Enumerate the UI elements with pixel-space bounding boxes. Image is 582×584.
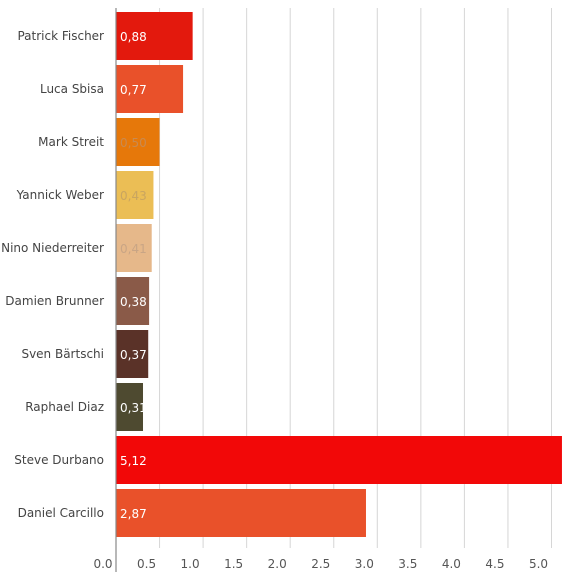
category-label: Daniel Carcillo (18, 506, 104, 520)
bar (116, 65, 184, 113)
x-tick-label: 5.0 (529, 557, 548, 571)
bar (116, 224, 152, 272)
bar (116, 118, 160, 166)
bar (116, 277, 150, 325)
data-label: 0,41 (120, 242, 147, 256)
bar (116, 12, 193, 60)
axes: 0.0 0.5 1.0 1.5 2.0 2.5 3.0 3.5 4.0 4.5 5.0 Patrick… (1, 8, 548, 572)
x-tick-label: 4.0 (442, 557, 461, 571)
x-tick-label: 0.0 (93, 557, 112, 571)
x-tick-label: 1.0 (181, 557, 200, 571)
data-label: 0,77 (120, 83, 147, 97)
x-tick-label: 2.5 (311, 557, 330, 571)
data-label: 0,31 (120, 401, 147, 415)
bar (116, 171, 154, 219)
x-tick-label: 3.0 (355, 557, 374, 571)
data-label: 2,87 (120, 507, 147, 521)
category-label: Yannick Weber (16, 188, 104, 202)
x-tick-label: 4.5 (485, 557, 504, 571)
data-label: 0,38 (120, 295, 147, 309)
data-label: 0,88 (120, 30, 147, 44)
bars: 0,88 0,77 0,50 0,43 0,41 0,38 0,37 0,31 5,12 2,87 (116, 12, 562, 537)
category-label: Damien Brunner (5, 294, 104, 308)
category-label: Patrick Fischer (17, 29, 104, 43)
category-label: Mark Streit (38, 135, 104, 149)
data-label: 0,37 (120, 348, 147, 362)
category-label: Steve Durbano (14, 453, 104, 467)
bar (116, 436, 562, 484)
data-label: 5,12 (120, 454, 147, 468)
bar (116, 383, 144, 431)
x-tick-label: 2.0 (268, 557, 287, 571)
x-tick-label: 0.5 (137, 557, 156, 571)
x-tick-label: 1.5 (224, 557, 243, 571)
x-tick-label: 3.5 (398, 557, 417, 571)
category-label: Raphael Diaz (25, 400, 104, 414)
bar (116, 330, 149, 378)
data-label: 0,50 (120, 136, 147, 150)
category-label: Nino Niederreiter (1, 241, 104, 255)
category-label: Sven Bärtschi (21, 347, 104, 361)
category-label: Luca Sbisa (40, 82, 104, 96)
data-label: 0,43 (120, 189, 147, 203)
bar (116, 489, 366, 537)
